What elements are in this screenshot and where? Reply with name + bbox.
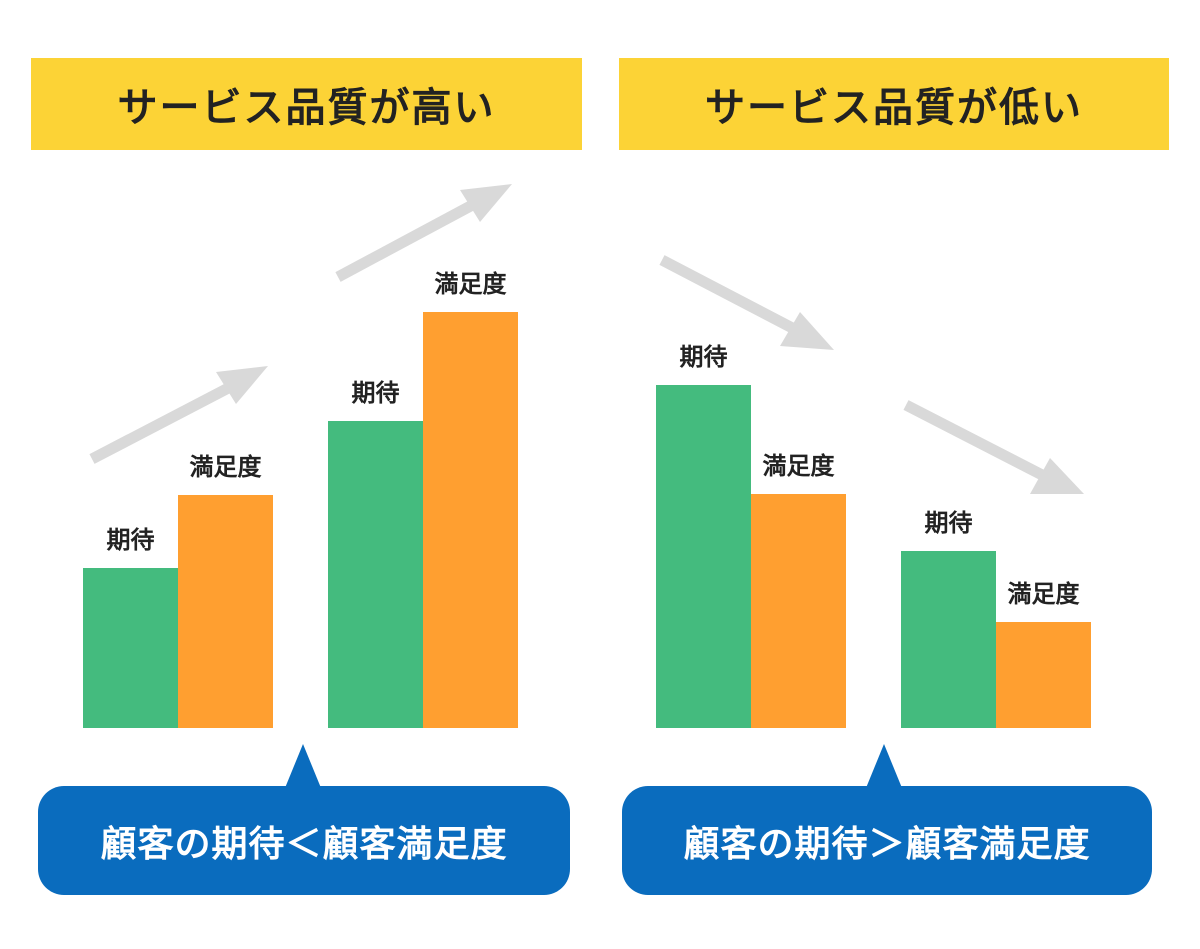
arrow-up-1-head: [216, 366, 268, 404]
bar-satisfaction: [178, 495, 273, 728]
arrow-down-2-head: [1030, 458, 1084, 494]
bar-expectation: [83, 568, 178, 728]
title-high-quality: サービス品質が高い: [31, 58, 582, 150]
bar-expectation: [656, 385, 751, 728]
arrow-up-2-head: [460, 184, 512, 222]
arrow-down-2: [903, 400, 1051, 483]
bar-satisfaction: [423, 312, 518, 728]
arrow-down-1-head: [780, 312, 834, 350]
label-expectation: 期待: [351, 379, 400, 407]
label-satisfaction: 満足度: [189, 453, 262, 481]
callout-pointer: [866, 744, 902, 788]
bar-satisfaction: [996, 622, 1091, 728]
bar-expectation: [328, 421, 423, 728]
bar-expectation: [901, 551, 996, 728]
label-expectation: 期待: [924, 509, 973, 537]
label-expectation: 期待: [679, 343, 728, 371]
label-satisfaction: 満足度: [434, 270, 507, 298]
label-satisfaction: 満足度: [762, 452, 835, 480]
arrow-down-1: [659, 255, 803, 337]
title-low-quality: サービス品質が低い: [619, 58, 1169, 150]
bar-satisfaction: [751, 494, 846, 728]
label-expectation: 期待: [106, 526, 155, 554]
label-satisfaction: 満足度: [1007, 580, 1080, 608]
callout-pointer: [285, 744, 321, 788]
callout-low-quality: 顧客の期待＞顧客満足度: [622, 786, 1152, 895]
callout-high-quality: 顧客の期待＜顧客満足度: [38, 786, 570, 895]
